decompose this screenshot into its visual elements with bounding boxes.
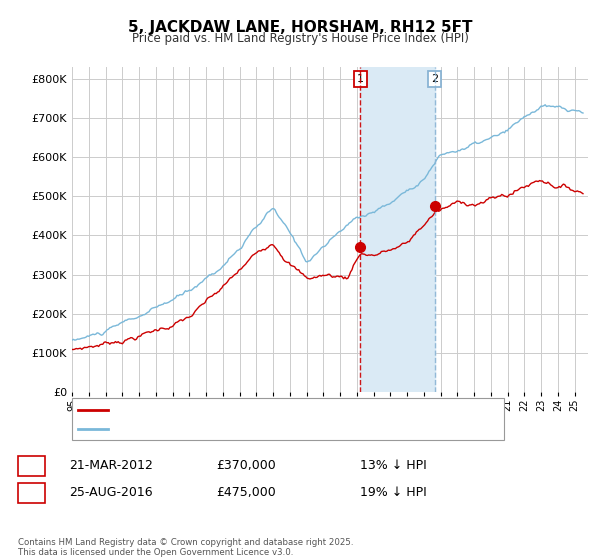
Text: 19% ↓ HPI: 19% ↓ HPI — [360, 486, 427, 500]
Text: Price paid vs. HM Land Registry's House Price Index (HPI): Price paid vs. HM Land Registry's House … — [131, 32, 469, 45]
Text: £370,000: £370,000 — [216, 459, 276, 473]
Text: 2: 2 — [431, 74, 438, 84]
Text: 25-AUG-2016: 25-AUG-2016 — [69, 486, 152, 500]
Text: 13% ↓ HPI: 13% ↓ HPI — [360, 459, 427, 473]
Text: 1: 1 — [28, 459, 35, 473]
Text: Contains HM Land Registry data © Crown copyright and database right 2025.
This d: Contains HM Land Registry data © Crown c… — [18, 538, 353, 557]
Text: £475,000: £475,000 — [216, 486, 276, 500]
Text: 21-MAR-2012: 21-MAR-2012 — [69, 459, 153, 473]
Text: HPI: Average price, detached house, Horsham: HPI: Average price, detached house, Hors… — [117, 424, 357, 434]
Text: 5, JACKDAW LANE, HORSHAM, RH12 5FT (detached house): 5, JACKDAW LANE, HORSHAM, RH12 5FT (deta… — [117, 405, 421, 415]
Text: 5, JACKDAW LANE, HORSHAM, RH12 5FT: 5, JACKDAW LANE, HORSHAM, RH12 5FT — [128, 20, 472, 35]
Text: 1: 1 — [357, 74, 364, 84]
Text: 2: 2 — [28, 486, 35, 500]
Bar — [361, 67, 435, 392]
